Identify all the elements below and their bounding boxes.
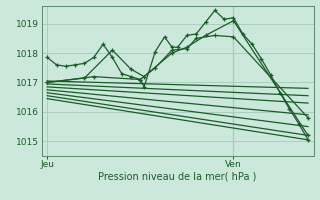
X-axis label: Pression niveau de la mer( hPa ): Pression niveau de la mer( hPa ) xyxy=(99,172,257,182)
